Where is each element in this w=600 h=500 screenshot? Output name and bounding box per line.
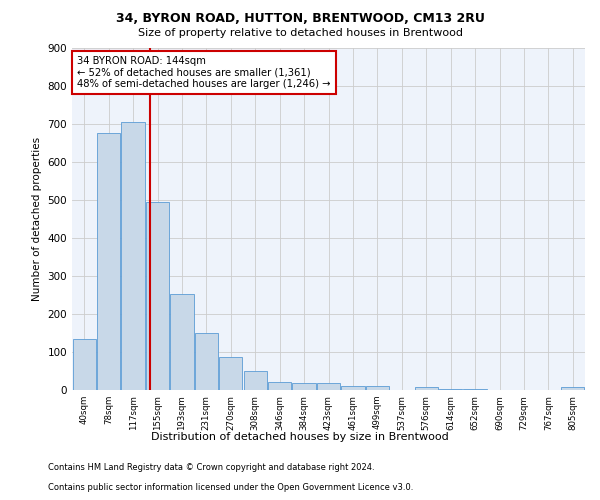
Bar	[146, 202, 169, 390]
Bar	[73, 338, 96, 390]
Bar	[341, 386, 365, 390]
Bar	[292, 383, 316, 390]
Bar	[97, 133, 120, 390]
Y-axis label: Number of detached properties: Number of detached properties	[32, 136, 42, 301]
Bar	[244, 371, 267, 390]
Text: Size of property relative to detached houses in Brentwood: Size of property relative to detached ho…	[137, 28, 463, 38]
Bar	[121, 122, 145, 390]
Bar	[268, 382, 291, 390]
Bar	[170, 294, 194, 390]
Bar	[317, 383, 340, 390]
Bar	[463, 389, 487, 390]
Text: 34, BYRON ROAD, HUTTON, BRENTWOOD, CM13 2RU: 34, BYRON ROAD, HUTTON, BRENTWOOD, CM13 …	[116, 12, 484, 26]
Bar	[195, 333, 218, 390]
Bar	[561, 387, 584, 390]
Bar	[439, 389, 462, 390]
Text: 34 BYRON ROAD: 144sqm
← 52% of detached houses are smaller (1,361)
48% of semi-d: 34 BYRON ROAD: 144sqm ← 52% of detached …	[77, 56, 331, 90]
Text: Distribution of detached houses by size in Brentwood: Distribution of detached houses by size …	[151, 432, 449, 442]
Text: Contains public sector information licensed under the Open Government Licence v3: Contains public sector information licen…	[48, 484, 413, 492]
Bar	[366, 386, 389, 390]
Bar	[415, 387, 438, 390]
Text: Contains HM Land Registry data © Crown copyright and database right 2024.: Contains HM Land Registry data © Crown c…	[48, 464, 374, 472]
Bar	[219, 357, 242, 390]
